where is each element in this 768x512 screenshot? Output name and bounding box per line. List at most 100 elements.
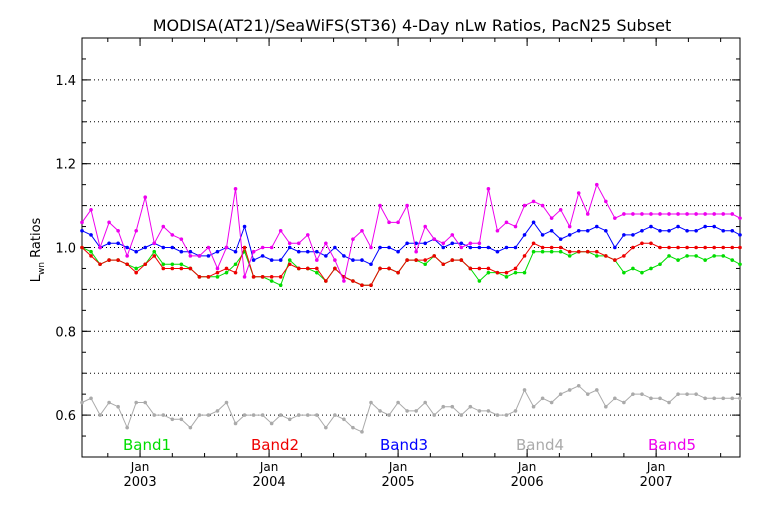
data-point-band5 bbox=[161, 224, 166, 229]
data-point-band2 bbox=[414, 258, 418, 262]
data-point-band4 bbox=[251, 413, 256, 417]
data-point-band4 bbox=[278, 413, 283, 417]
data-point-band3 bbox=[667, 228, 671, 233]
data-point-band3 bbox=[369, 262, 373, 267]
data-point-band5 bbox=[296, 241, 301, 246]
data-point-band2 bbox=[613, 258, 617, 262]
data-point-band2 bbox=[215, 270, 220, 275]
data-point-band1 bbox=[694, 254, 698, 258]
data-point-band2 bbox=[441, 262, 446, 267]
data-point-band4 bbox=[450, 404, 455, 409]
y-axis-label-sub: wn bbox=[37, 262, 47, 275]
data-point-band1 bbox=[567, 254, 572, 258]
data-point-band3 bbox=[640, 228, 644, 233]
data-point-band5 bbox=[224, 245, 229, 250]
data-point-band4 bbox=[441, 404, 446, 409]
data-point-band2 bbox=[703, 245, 707, 250]
data-point-band1 bbox=[477, 279, 482, 283]
data-point-band3 bbox=[161, 245, 166, 250]
data-point-band3 bbox=[251, 258, 256, 262]
data-point-band5 bbox=[640, 212, 644, 216]
legend-label-band2: Band2 bbox=[251, 436, 299, 454]
data-point-band2 bbox=[278, 275, 283, 279]
data-point-band3 bbox=[405, 241, 409, 246]
data-point-band1 bbox=[631, 266, 635, 271]
data-point-band4 bbox=[342, 417, 346, 422]
data-point-band3 bbox=[188, 249, 193, 254]
data-point-band4 bbox=[296, 413, 301, 417]
data-point-band5 bbox=[260, 245, 265, 250]
data-point-band3 bbox=[324, 254, 328, 258]
data-point-band1 bbox=[685, 254, 689, 258]
data-point-band5 bbox=[405, 203, 409, 208]
data-point-band5 bbox=[215, 266, 220, 271]
data-point-band4 bbox=[107, 400, 111, 405]
data-point-band4 bbox=[98, 413, 102, 417]
data-point-band3 bbox=[504, 245, 509, 250]
data-point-band5 bbox=[387, 220, 391, 225]
data-point-band1 bbox=[640, 270, 644, 275]
data-point-band3 bbox=[477, 245, 482, 250]
data-point-band1 bbox=[423, 262, 427, 267]
data-point-band2 bbox=[640, 241, 644, 246]
data-point-band5 bbox=[152, 241, 157, 246]
data-point-band4 bbox=[269, 421, 274, 426]
data-point-band5 bbox=[170, 233, 175, 237]
data-point-band1 bbox=[287, 258, 292, 262]
data-point-band5 bbox=[730, 212, 735, 216]
data-point-band3 bbox=[486, 245, 491, 250]
data-point-band5 bbox=[324, 241, 328, 246]
data-point-band4 bbox=[486, 409, 491, 413]
data-point-band2 bbox=[405, 258, 409, 262]
data-point-band1 bbox=[558, 249, 563, 254]
data-point-band4 bbox=[170, 417, 175, 422]
series-line-band2 bbox=[81, 242, 740, 286]
data-point-band4 bbox=[513, 409, 518, 413]
data-point-band2 bbox=[504, 270, 509, 275]
x-tick-month: Jan bbox=[388, 460, 408, 474]
data-point-band2 bbox=[188, 266, 193, 271]
data-point-band5 bbox=[134, 228, 138, 233]
data-point-band4 bbox=[585, 392, 590, 396]
data-point-band5 bbox=[694, 212, 698, 216]
data-point-band3 bbox=[125, 245, 129, 250]
y-tick-label: 1.0 bbox=[55, 242, 76, 257]
data-point-band2 bbox=[423, 258, 427, 262]
data-point-band3 bbox=[613, 245, 617, 250]
data-point-band3 bbox=[287, 245, 292, 250]
data-point-band2 bbox=[387, 266, 391, 271]
x-tick-month: Jan bbox=[646, 460, 666, 474]
data-point-band4 bbox=[459, 413, 464, 417]
data-point-band2 bbox=[622, 254, 626, 258]
data-point-band4 bbox=[324, 425, 328, 430]
data-point-band2 bbox=[658, 245, 662, 250]
data-point-band5 bbox=[649, 212, 653, 216]
data-point-band5 bbox=[378, 203, 382, 208]
data-point-band4 bbox=[522, 388, 527, 392]
data-point-band3 bbox=[396, 249, 400, 254]
data-point-band5 bbox=[89, 207, 93, 212]
data-point-band3 bbox=[342, 254, 346, 258]
data-point-band3 bbox=[495, 249, 500, 254]
data-point-band2 bbox=[251, 275, 256, 279]
data-point-band5 bbox=[631, 212, 635, 216]
data-point-band5 bbox=[450, 233, 455, 237]
data-point-band1 bbox=[721, 254, 726, 258]
data-point-band3 bbox=[585, 228, 590, 233]
data-point-band2 bbox=[260, 275, 265, 279]
data-point-band3 bbox=[351, 258, 355, 262]
data-point-band4 bbox=[188, 425, 193, 430]
data-point-band1 bbox=[224, 270, 229, 275]
data-point-band1 bbox=[315, 270, 319, 275]
data-point-band4 bbox=[531, 404, 536, 409]
data-point-band2 bbox=[468, 266, 473, 271]
data-point-band2 bbox=[513, 266, 518, 271]
data-point-band1 bbox=[703, 258, 707, 262]
data-point-band4 bbox=[152, 413, 157, 417]
data-point-band5 bbox=[80, 220, 84, 225]
data-point-band4 bbox=[224, 400, 229, 405]
data-point-band4 bbox=[477, 409, 482, 413]
data-point-band2 bbox=[486, 266, 491, 271]
data-point-band2 bbox=[152, 254, 157, 258]
data-point-band2 bbox=[89, 254, 93, 258]
